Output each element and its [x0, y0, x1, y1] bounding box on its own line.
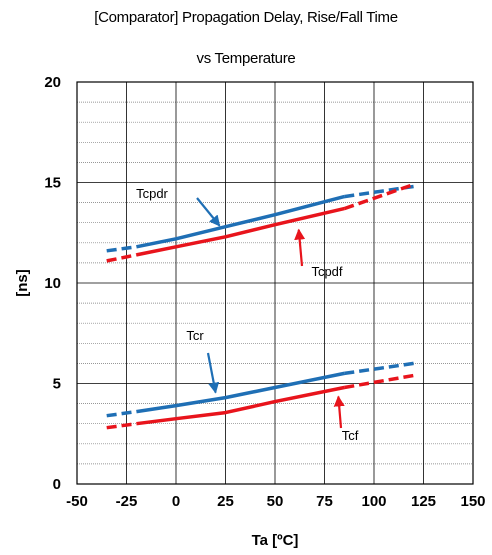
arrow-tcpdr	[196, 197, 221, 227]
tcr-series-line-low	[106, 409, 137, 418]
y-tick-label: 5	[53, 376, 61, 393]
series-label-tcr: Tcr	[186, 328, 204, 343]
x-tick-label: -25	[116, 493, 138, 510]
arrow-tcpdf	[294, 228, 306, 267]
tcpdf-series-line-low	[106, 253, 137, 263]
x-tick-label: 50	[267, 493, 284, 510]
plot-frame	[76, 81, 474, 485]
y-tick-label: 20	[44, 74, 61, 91]
arrow-tcr	[206, 352, 220, 394]
y-axis-label: [ns]	[14, 269, 31, 297]
tcpdr-series-line	[136, 194, 345, 249]
x-tick-label: 100	[361, 493, 386, 510]
y-tick-label: 0	[53, 476, 61, 493]
x-tick-label: 25	[217, 493, 234, 510]
tcf-series-line	[136, 385, 345, 426]
chart-subtitle: vs Temperature	[196, 50, 296, 67]
arrow-tcf	[333, 395, 345, 429]
chart-title: [Comparator] Propagation Delay, Rise/Fal…	[94, 9, 398, 26]
y-tick-label: 10	[44, 275, 61, 292]
tcpdf-series-line-high	[343, 182, 415, 211]
series-label-tcpdf: Tcpdf	[311, 264, 342, 279]
tcr-series-line-high	[344, 361, 414, 376]
tcf-series-line-low	[106, 421, 137, 430]
x-tick-label: 150	[460, 493, 485, 510]
series-label-tcpdr: Tcpdr	[136, 186, 168, 201]
tcpdr-series-line-high	[344, 184, 414, 199]
series-label-tcf: Tcf	[342, 428, 359, 443]
x-tick-label: 125	[411, 493, 436, 510]
x-tick-label: 0	[172, 493, 180, 510]
x-tick-label: -50	[66, 493, 88, 510]
tcpdr-series-line-low	[106, 245, 137, 253]
tcf-series-line-high	[344, 373, 414, 390]
tcr-series-line	[136, 371, 345, 414]
x-tick-label: 75	[316, 493, 333, 510]
tcpdf-series-line	[136, 206, 345, 257]
x-axis-label: Ta [ºC]	[252, 532, 299, 549]
y-tick-label: 15	[44, 175, 61, 192]
